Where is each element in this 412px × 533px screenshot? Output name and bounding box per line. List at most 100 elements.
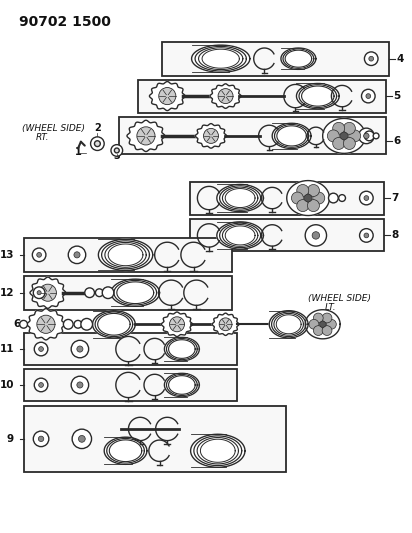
Polygon shape — [285, 50, 311, 67]
Circle shape — [20, 320, 28, 328]
Text: 5: 5 — [393, 91, 401, 101]
Polygon shape — [281, 48, 316, 69]
Text: (WHEEL SIDE): (WHEEL SIDE) — [308, 294, 371, 303]
Polygon shape — [114, 280, 157, 305]
Polygon shape — [95, 312, 133, 336]
Polygon shape — [150, 82, 185, 110]
Polygon shape — [274, 313, 303, 335]
Text: 9: 9 — [7, 434, 14, 444]
Circle shape — [307, 200, 319, 212]
Circle shape — [328, 130, 339, 142]
Text: 13: 13 — [0, 250, 14, 260]
Circle shape — [111, 144, 123, 156]
FancyBboxPatch shape — [23, 406, 286, 472]
Circle shape — [369, 56, 374, 61]
Circle shape — [63, 319, 73, 329]
Circle shape — [349, 130, 360, 142]
Circle shape — [94, 141, 100, 147]
Circle shape — [34, 342, 48, 356]
Circle shape — [358, 128, 374, 144]
Polygon shape — [212, 313, 239, 335]
Circle shape — [68, 246, 86, 264]
FancyBboxPatch shape — [23, 276, 232, 310]
Text: 12: 12 — [0, 288, 14, 298]
Polygon shape — [199, 48, 243, 70]
Circle shape — [204, 128, 218, 143]
FancyBboxPatch shape — [23, 333, 237, 365]
Polygon shape — [202, 49, 239, 68]
Polygon shape — [222, 187, 258, 209]
Circle shape — [219, 318, 232, 330]
Circle shape — [33, 287, 45, 298]
Circle shape — [291, 192, 303, 204]
Circle shape — [314, 326, 323, 335]
Circle shape — [312, 232, 320, 239]
Circle shape — [38, 436, 44, 441]
Polygon shape — [297, 84, 339, 109]
Polygon shape — [169, 340, 195, 358]
Circle shape — [364, 196, 369, 200]
Polygon shape — [194, 436, 242, 466]
Circle shape — [37, 253, 42, 257]
Polygon shape — [222, 224, 258, 246]
Circle shape — [32, 248, 46, 262]
Circle shape — [85, 288, 94, 297]
Polygon shape — [274, 125, 309, 147]
Polygon shape — [269, 311, 308, 338]
Polygon shape — [217, 184, 263, 212]
Circle shape — [34, 378, 48, 392]
Circle shape — [81, 318, 93, 330]
Circle shape — [322, 326, 332, 335]
Polygon shape — [109, 440, 142, 462]
Circle shape — [39, 284, 56, 301]
Circle shape — [91, 137, 104, 150]
Text: 7: 7 — [392, 193, 399, 203]
FancyBboxPatch shape — [162, 42, 389, 76]
Polygon shape — [210, 84, 241, 108]
Text: 6: 6 — [393, 136, 401, 147]
Polygon shape — [225, 189, 255, 207]
Circle shape — [74, 320, 82, 328]
Text: 4: 4 — [396, 54, 404, 64]
Circle shape — [78, 435, 85, 442]
Polygon shape — [195, 46, 246, 71]
Circle shape — [366, 94, 371, 99]
Circle shape — [340, 132, 348, 140]
Circle shape — [159, 87, 176, 104]
Circle shape — [102, 287, 114, 298]
Polygon shape — [220, 223, 261, 248]
Polygon shape — [111, 279, 159, 306]
Polygon shape — [197, 438, 239, 464]
Circle shape — [72, 429, 91, 449]
Text: 1: 1 — [75, 147, 81, 157]
Polygon shape — [217, 222, 263, 249]
Circle shape — [328, 193, 338, 203]
Circle shape — [77, 346, 83, 352]
Polygon shape — [287, 181, 330, 215]
Polygon shape — [164, 337, 199, 361]
Circle shape — [361, 90, 375, 103]
FancyBboxPatch shape — [23, 238, 232, 272]
Polygon shape — [195, 124, 227, 148]
Polygon shape — [191, 434, 245, 467]
Polygon shape — [169, 376, 195, 394]
Circle shape — [71, 340, 89, 358]
Polygon shape — [98, 313, 130, 335]
Polygon shape — [276, 315, 301, 334]
Text: 10: 10 — [0, 380, 14, 390]
Circle shape — [360, 191, 373, 205]
Circle shape — [360, 229, 373, 242]
Circle shape — [343, 123, 355, 134]
Circle shape — [71, 376, 89, 394]
Text: 2: 2 — [94, 123, 101, 133]
Circle shape — [320, 321, 326, 327]
Polygon shape — [220, 186, 261, 211]
Polygon shape — [98, 239, 153, 270]
FancyBboxPatch shape — [190, 220, 384, 252]
Text: 3: 3 — [113, 151, 120, 161]
Text: RT.: RT. — [36, 133, 50, 142]
Circle shape — [322, 313, 332, 323]
Polygon shape — [305, 310, 340, 339]
Polygon shape — [166, 338, 197, 360]
Polygon shape — [272, 312, 306, 336]
